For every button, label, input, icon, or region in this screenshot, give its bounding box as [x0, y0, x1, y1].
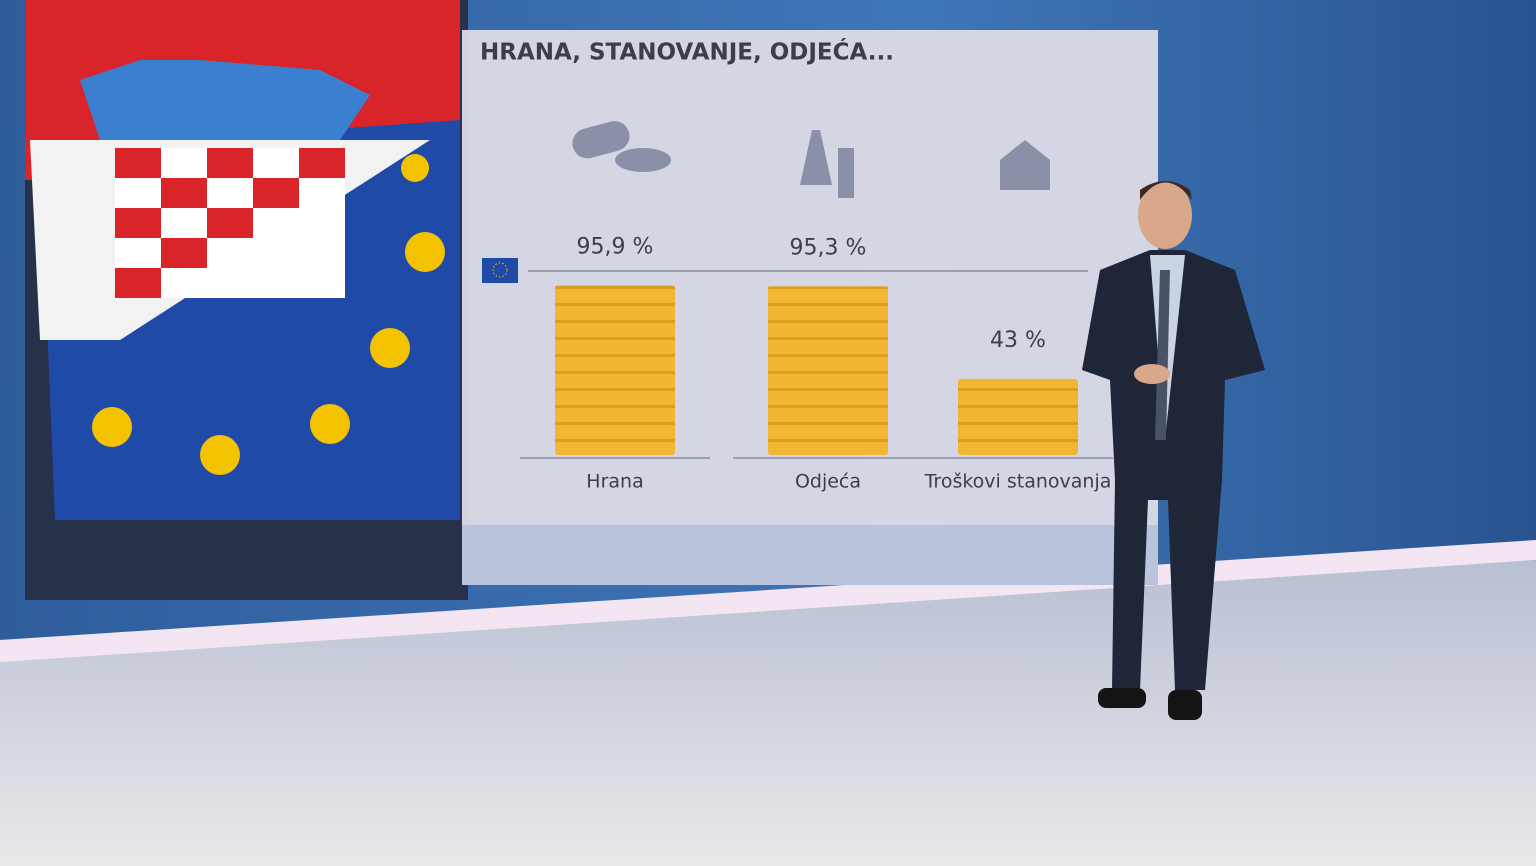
panel-bottom [462, 525, 1158, 585]
coin-edges [768, 286, 888, 455]
category-label: Odjeća [795, 471, 861, 493]
coin-edges [555, 285, 675, 455]
value-label: 95,9 % [577, 234, 654, 259]
value-label: 43 % [990, 328, 1046, 353]
value-label: 95,3 % [790, 235, 867, 260]
eu-flag-stars [492, 262, 508, 278]
chart-title: HRANA, STANOVANJE, ODJEĆA... [480, 38, 894, 66]
coin-edges [958, 378, 1078, 455]
presenter [1082, 181, 1265, 720]
category-label: Troškovi stanovanja [924, 471, 1112, 493]
chart: 95,9 % Hrana 95,3 % Odjeća 43 % Troškovi stan… [520, 234, 1113, 493]
category-label: Hrana [586, 471, 643, 493]
eu-stars [92, 154, 445, 475]
category-icons [572, 121, 1050, 198]
eu-flag-icon [482, 258, 518, 283]
croatian-shield [80, 60, 370, 298]
